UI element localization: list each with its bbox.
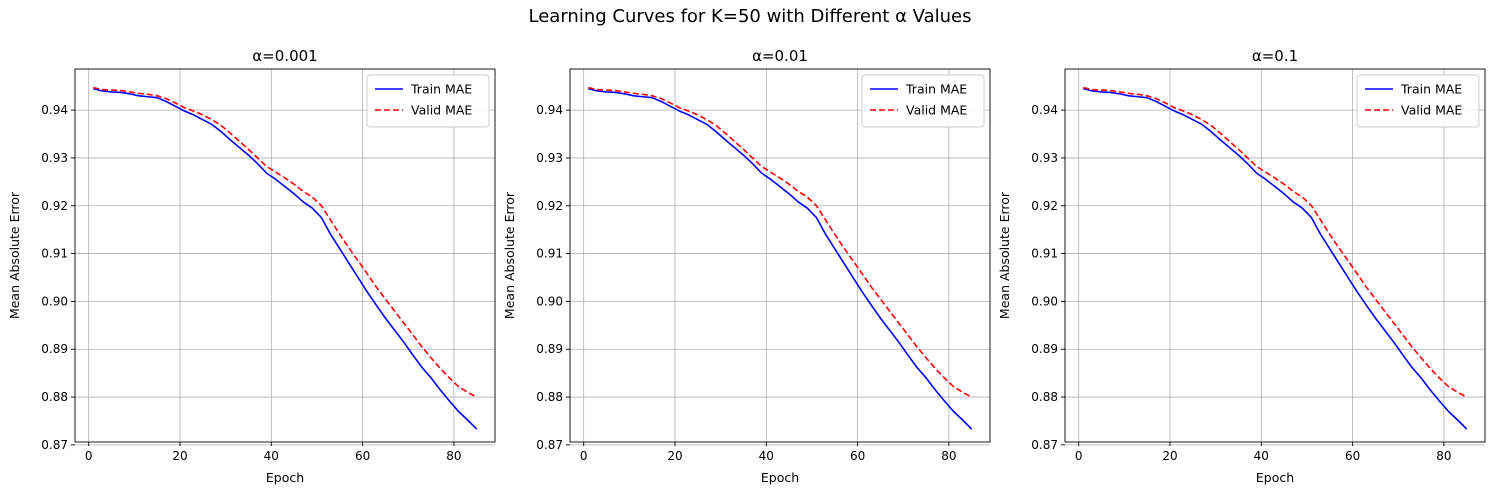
y-tick-label: 0.91	[1031, 247, 1058, 261]
chart-title: α=0.01	[752, 47, 808, 65]
x-tick-label: 0	[580, 449, 588, 463]
series-line-train-mae	[588, 87, 973, 430]
series-line-valid-mae	[1083, 86, 1468, 398]
chart-panel-1: 0 20 40 60 80 0.87 0.88 0.89 0.90 0.91 0.92 0.93 0.9…	[7, 47, 496, 485]
series-line-valid-mae	[93, 86, 478, 398]
x-axis-label: Epoch	[1256, 470, 1294, 485]
plot-frame	[569, 68, 991, 443]
x-tick-label: 20	[667, 449, 682, 463]
y-tick-label: 0.88	[536, 390, 563, 404]
plot-frame	[1064, 68, 1486, 443]
figure-title: Learning Curves for K=50 with Different …	[528, 6, 972, 27]
series-line-valid-mae	[588, 86, 973, 398]
y-tick-label: 0.94	[41, 103, 68, 117]
x-axis-label: Epoch	[761, 470, 799, 485]
x-tick-label: 0	[85, 449, 93, 463]
y-tick-label: 0.90	[536, 294, 563, 308]
legend-label-train-mae: Train MAE	[410, 82, 472, 97]
x-tick-label: 60	[355, 449, 370, 463]
y-tick-label: 0.87	[536, 438, 563, 452]
legend-label-valid-mae: Valid MAE	[1401, 103, 1462, 118]
legend: Train MAE Valid MAE	[1356, 74, 1480, 128]
x-tick-label: 40	[1254, 449, 1269, 463]
x-tick-label: 0	[1075, 449, 1083, 463]
y-tick-label: 0.92	[1031, 199, 1058, 213]
x-tick-label: 20	[172, 449, 187, 463]
legend-label-train-mae: Train MAE	[905, 82, 967, 97]
y-tick-label: 0.94	[1031, 103, 1058, 117]
y-axis-label: Mean Absolute Error	[997, 191, 1012, 319]
legend: Train MAE Valid MAE	[861, 74, 985, 128]
legend: Train MAE Valid MAE	[366, 74, 490, 128]
y-tick-label: 0.92	[41, 199, 68, 213]
x-tick-label: 60	[1345, 449, 1360, 463]
plot-frame	[74, 68, 496, 443]
x-tick-label: 40	[759, 449, 774, 463]
legend-label-train-mae: Train MAE	[1400, 82, 1462, 97]
series-line-train-mae	[93, 87, 478, 430]
chart-panel-3: 0 20 40 60 80 0.87 0.88 0.89 0.90 0.91 0.92 0.93 0.9…	[997, 47, 1486, 485]
y-tick-label: 0.92	[536, 199, 563, 213]
y-axis-label: Mean Absolute Error	[7, 191, 22, 319]
y-tick-label: 0.89	[41, 342, 68, 356]
y-tick-label: 0.88	[1031, 390, 1058, 404]
chart-title: α=0.1	[1252, 47, 1298, 65]
legend-box	[1356, 74, 1480, 128]
x-tick-label: 40	[264, 449, 279, 463]
chart-title: α=0.001	[252, 47, 317, 65]
legend-box	[366, 74, 490, 128]
y-tick-label: 0.87	[41, 438, 68, 452]
y-tick-label: 0.93	[41, 151, 68, 165]
x-tick-label: 60	[850, 449, 865, 463]
legend-box	[861, 74, 985, 128]
y-tick-label: 0.91	[536, 247, 563, 261]
y-tick-label: 0.88	[41, 390, 68, 404]
y-tick-label: 0.90	[1031, 294, 1058, 308]
chart-panel-2: 0 20 40 60 80 0.87 0.88 0.89 0.90 0.91 0.92 0.93 0.9…	[502, 47, 991, 485]
x-axis-label: Epoch	[266, 470, 304, 485]
y-tick-label: 0.89	[1031, 342, 1058, 356]
y-tick-label: 0.87	[1031, 438, 1058, 452]
x-tick-label: 80	[941, 449, 956, 463]
x-tick-label: 80	[446, 449, 461, 463]
x-tick-label: 20	[1162, 449, 1177, 463]
y-tick-label: 0.93	[536, 151, 563, 165]
y-axis-label: Mean Absolute Error	[502, 191, 517, 319]
legend-label-valid-mae: Valid MAE	[411, 103, 472, 118]
legend-label-valid-mae: Valid MAE	[906, 103, 967, 118]
y-tick-label: 0.90	[41, 294, 68, 308]
y-tick-label: 0.91	[41, 247, 68, 261]
y-tick-label: 0.94	[536, 103, 563, 117]
x-tick-label: 80	[1436, 449, 1451, 463]
y-tick-label: 0.89	[536, 342, 563, 356]
series-line-train-mae	[1083, 87, 1468, 430]
y-tick-label: 0.93	[1031, 151, 1058, 165]
